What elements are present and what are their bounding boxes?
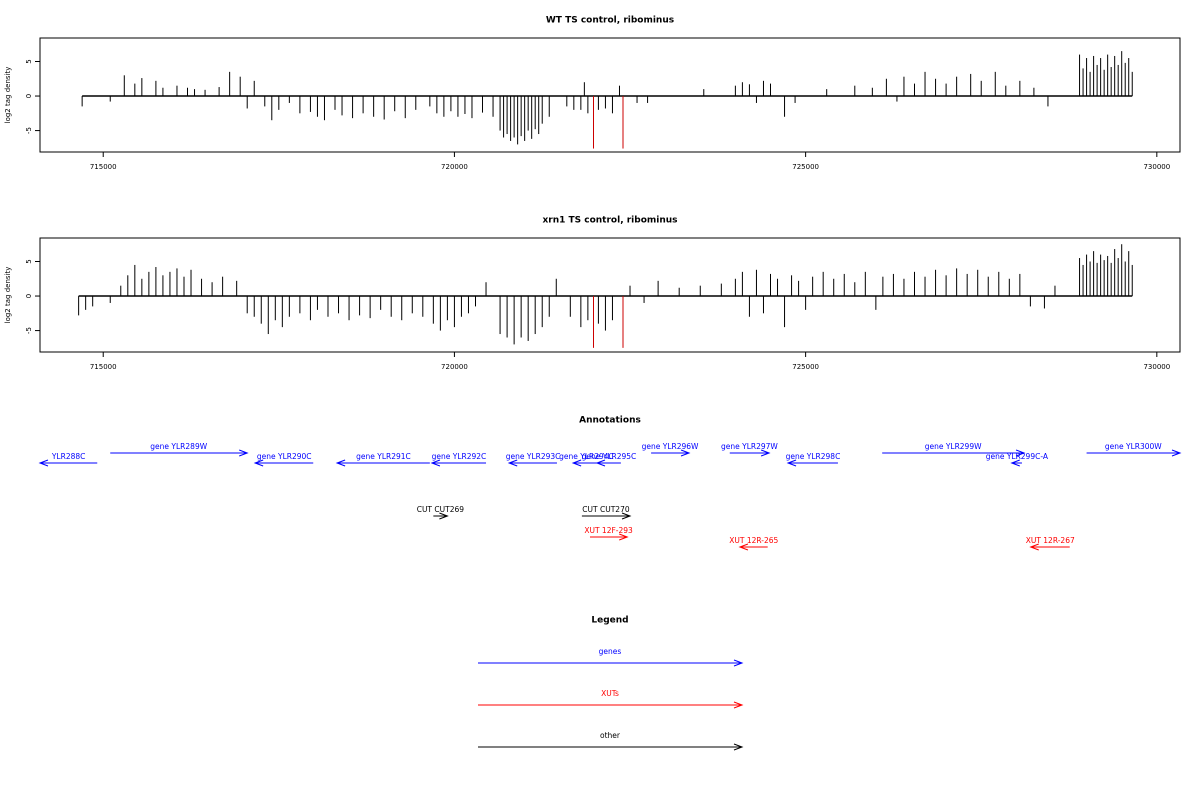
x-tick-label: 720000 (441, 163, 468, 171)
feature-arrow-head (621, 512, 632, 520)
legend-label: XUTs (601, 689, 619, 698)
feature-label: XUT 12F-293 (584, 526, 633, 535)
feature-arrow-head (738, 543, 749, 551)
legend-title: Legend (591, 616, 628, 626)
y-tick-label: 5 (25, 259, 33, 263)
x-tick-label: 725000 (792, 163, 819, 171)
annotations-title: Annotations (579, 416, 641, 426)
x-tick-label: 730000 (1143, 363, 1170, 371)
x-tick-label: 715000 (90, 163, 117, 171)
feature-arrow-head (1029, 543, 1039, 551)
feature-label: gene YLR298C (786, 452, 841, 461)
feature-label: YLR288C (51, 452, 86, 461)
panel-title: xrn1 TS control, ribominus (542, 216, 677, 226)
feature-label: gene YLR296W (642, 442, 699, 451)
feature-arrow-head (619, 533, 629, 541)
legend-arrow-head (733, 701, 744, 709)
feature-label: CUT CUT269 (417, 505, 465, 514)
legend-arrow-head (733, 659, 744, 667)
feature-arrow-head (1015, 449, 1026, 457)
feature-arrow-head (680, 449, 691, 457)
plot-frame (39, 237, 1181, 353)
plot-frame (39, 37, 1181, 153)
x-tick-label: 725000 (792, 363, 819, 371)
x-tick-label: 730000 (1143, 163, 1170, 171)
feature-label: gene YLR299W (925, 442, 982, 451)
feature-label: gene YLR290C (257, 452, 312, 461)
y-axis-label: log2 tag density (4, 67, 12, 124)
feature-arrow-head (786, 459, 797, 467)
y-tick-label: 0 (25, 94, 33, 98)
feature-label: gene YLR294C (559, 452, 614, 461)
legend-label: other (600, 731, 621, 740)
feature-label: CUT CUT270 (582, 505, 630, 514)
feature-label: gene YLR297W (721, 442, 778, 451)
feature-arrow-head (1010, 459, 1020, 467)
feature-arrow-head (38, 459, 49, 467)
x-tick-label: 715000 (90, 363, 117, 371)
x-tick-label: 720000 (441, 363, 468, 371)
feature-arrow-head (760, 449, 771, 457)
feature-label: gene YLR289W (150, 442, 207, 451)
feature-label: gene YLR295C (582, 452, 637, 461)
feature-label: XUT 12R-265 (729, 536, 778, 545)
feature-arrow-head (335, 459, 346, 467)
legend-label: genes (599, 647, 622, 656)
y-tick-label: 0 (25, 294, 33, 298)
feature-arrow-head (1171, 449, 1182, 457)
feature-arrow-head (253, 459, 264, 467)
feature-arrow-head (571, 459, 582, 467)
y-tick-label: -5 (25, 127, 33, 134)
feature-label: gene YLR299C-A (986, 452, 1049, 461)
y-tick-label: 5 (25, 59, 33, 63)
feature-arrow-head (439, 512, 449, 520)
feature-label: gene YLR300W (1105, 442, 1162, 451)
feature-label: gene YLR292C (432, 452, 487, 461)
feature-label: gene YLR291C (356, 452, 411, 461)
y-tick-label: -5 (25, 327, 33, 334)
legend-arrow-head (733, 743, 744, 751)
panel-title: WT TS control, ribominus (546, 16, 674, 26)
feature-arrow-head (239, 449, 249, 457)
feature-label: XUT 12R-267 (1026, 536, 1075, 545)
feature-arrow-head (595, 459, 606, 467)
feature-label: gene YLR293C (506, 452, 561, 461)
y-axis-label: log2 tag density (4, 267, 12, 324)
feature-arrow-head (507, 459, 518, 467)
feature-arrow-head (430, 459, 441, 467)
